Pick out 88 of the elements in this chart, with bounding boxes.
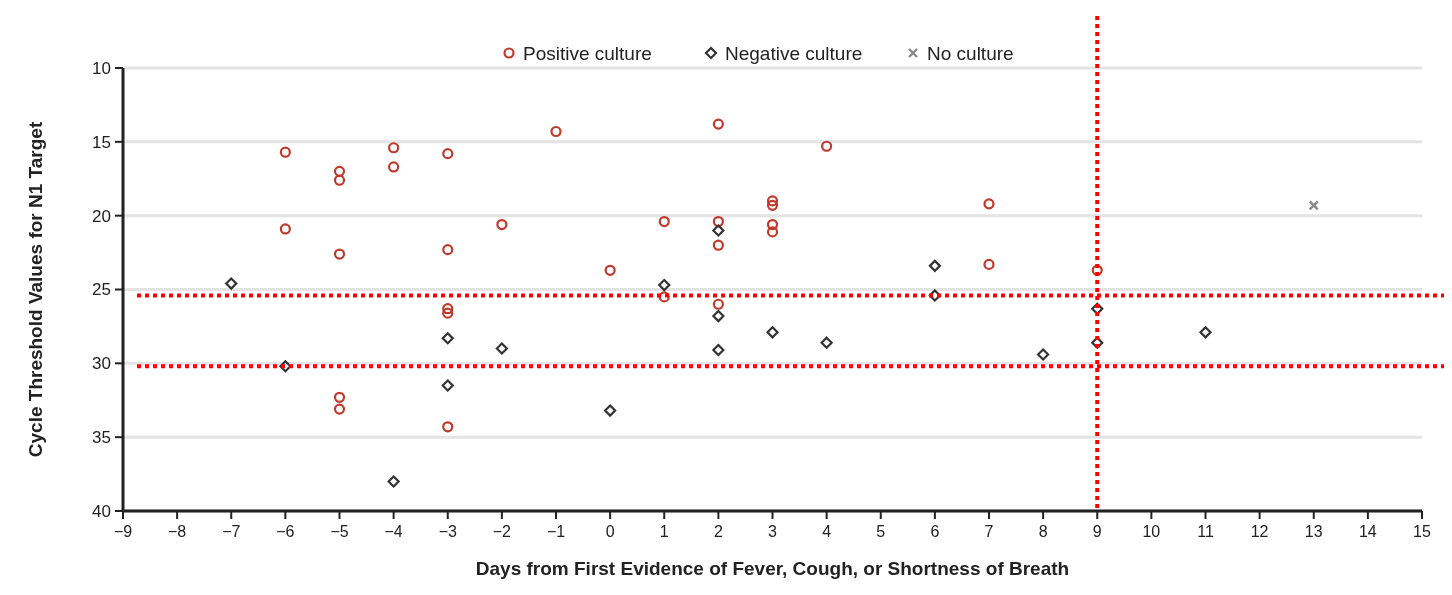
point (983, 198, 995, 210)
point (1037, 348, 1050, 361)
point (333, 403, 346, 415)
x-tick-label: 10 (1142, 523, 1161, 540)
point (442, 244, 454, 256)
y-tick-label: 30 (92, 354, 111, 374)
point (766, 326, 779, 339)
x-tick-label: 2 (713, 523, 723, 540)
legend-label: No culture (927, 42, 1014, 64)
point (225, 277, 238, 290)
x-tick-label: 4 (822, 523, 832, 540)
y-axis-title: Cycle Threshold Values for N1 Target (25, 121, 46, 458)
point (712, 343, 725, 357)
point (495, 342, 508, 355)
point (604, 404, 617, 417)
point (658, 215, 670, 228)
point (928, 259, 941, 272)
point (1308, 200, 1319, 211)
point (550, 125, 562, 138)
point (766, 218, 779, 231)
point (441, 379, 454, 392)
x-tick-label: −9 (113, 523, 133, 540)
point (441, 332, 454, 345)
point (658, 291, 670, 303)
point (388, 161, 400, 173)
x-tick-label: 5 (876, 523, 886, 540)
point (766, 226, 779, 238)
point (333, 391, 346, 403)
x-tick-label: 7 (984, 523, 994, 540)
x-tick-label: 8 (1038, 523, 1048, 540)
point (712, 309, 725, 323)
point (712, 215, 724, 228)
point (333, 174, 346, 186)
x-tick-label: −1 (546, 523, 566, 540)
x-tick-label: 12 (1250, 523, 1269, 540)
point (442, 421, 454, 433)
y-tick-label: 25 (92, 280, 111, 300)
point (820, 336, 833, 349)
point (1091, 302, 1104, 315)
point (712, 224, 725, 237)
x-tick-label: −8 (168, 523, 187, 540)
x-tick-label: −4 (384, 523, 403, 540)
point (442, 303, 454, 315)
point (279, 360, 292, 373)
point (712, 118, 724, 130)
point (1091, 336, 1104, 349)
x-tick-label: 0 (605, 523, 615, 540)
x-tick-label: 14 (1358, 523, 1377, 540)
x-tick-label: −5 (330, 523, 349, 540)
point (387, 475, 400, 488)
x-axis-title: Days from First Evidence of Fever, Cough, or Shortness of Breath (475, 558, 1070, 579)
point (279, 223, 291, 235)
point (442, 148, 454, 160)
x-tick-label: −3 (438, 523, 457, 540)
y-tick-label: 35 (92, 428, 111, 448)
point (279, 146, 291, 158)
legend-label: Negative culture (725, 42, 863, 64)
x-tick-label: 15 (1413, 523, 1431, 540)
point (928, 289, 941, 302)
x-tick-label: 13 (1304, 523, 1323, 540)
x-tick-label: −2 (492, 523, 512, 540)
point (1199, 326, 1212, 339)
point (821, 140, 833, 152)
point (496, 218, 508, 231)
y-tick-label: 40 (92, 501, 111, 521)
point (604, 264, 616, 276)
y-tick-label: 10 (92, 58, 111, 78)
y-tick-label: 15 (92, 132, 111, 152)
point (333, 165, 346, 177)
point (766, 199, 779, 211)
x-tick-label: 6 (930, 523, 940, 540)
point (442, 307, 454, 319)
x-tick-label: −6 (276, 523, 295, 540)
point (1091, 264, 1103, 276)
point (658, 278, 671, 292)
point (766, 195, 779, 207)
x-tick-label: 9 (1092, 523, 1102, 540)
point (712, 298, 724, 310)
y-tick-label: 20 (92, 206, 111, 226)
x-tick-label: 1 (659, 523, 669, 540)
legend-label: Positive culture (523, 42, 652, 64)
x-tick-label: 11 (1197, 523, 1214, 540)
point (333, 248, 346, 260)
point (983, 258, 995, 270)
point (712, 239, 724, 251)
point (388, 142, 400, 154)
x-tick-label: 3 (768, 523, 778, 540)
x-tick-label: −7 (222, 523, 241, 540)
